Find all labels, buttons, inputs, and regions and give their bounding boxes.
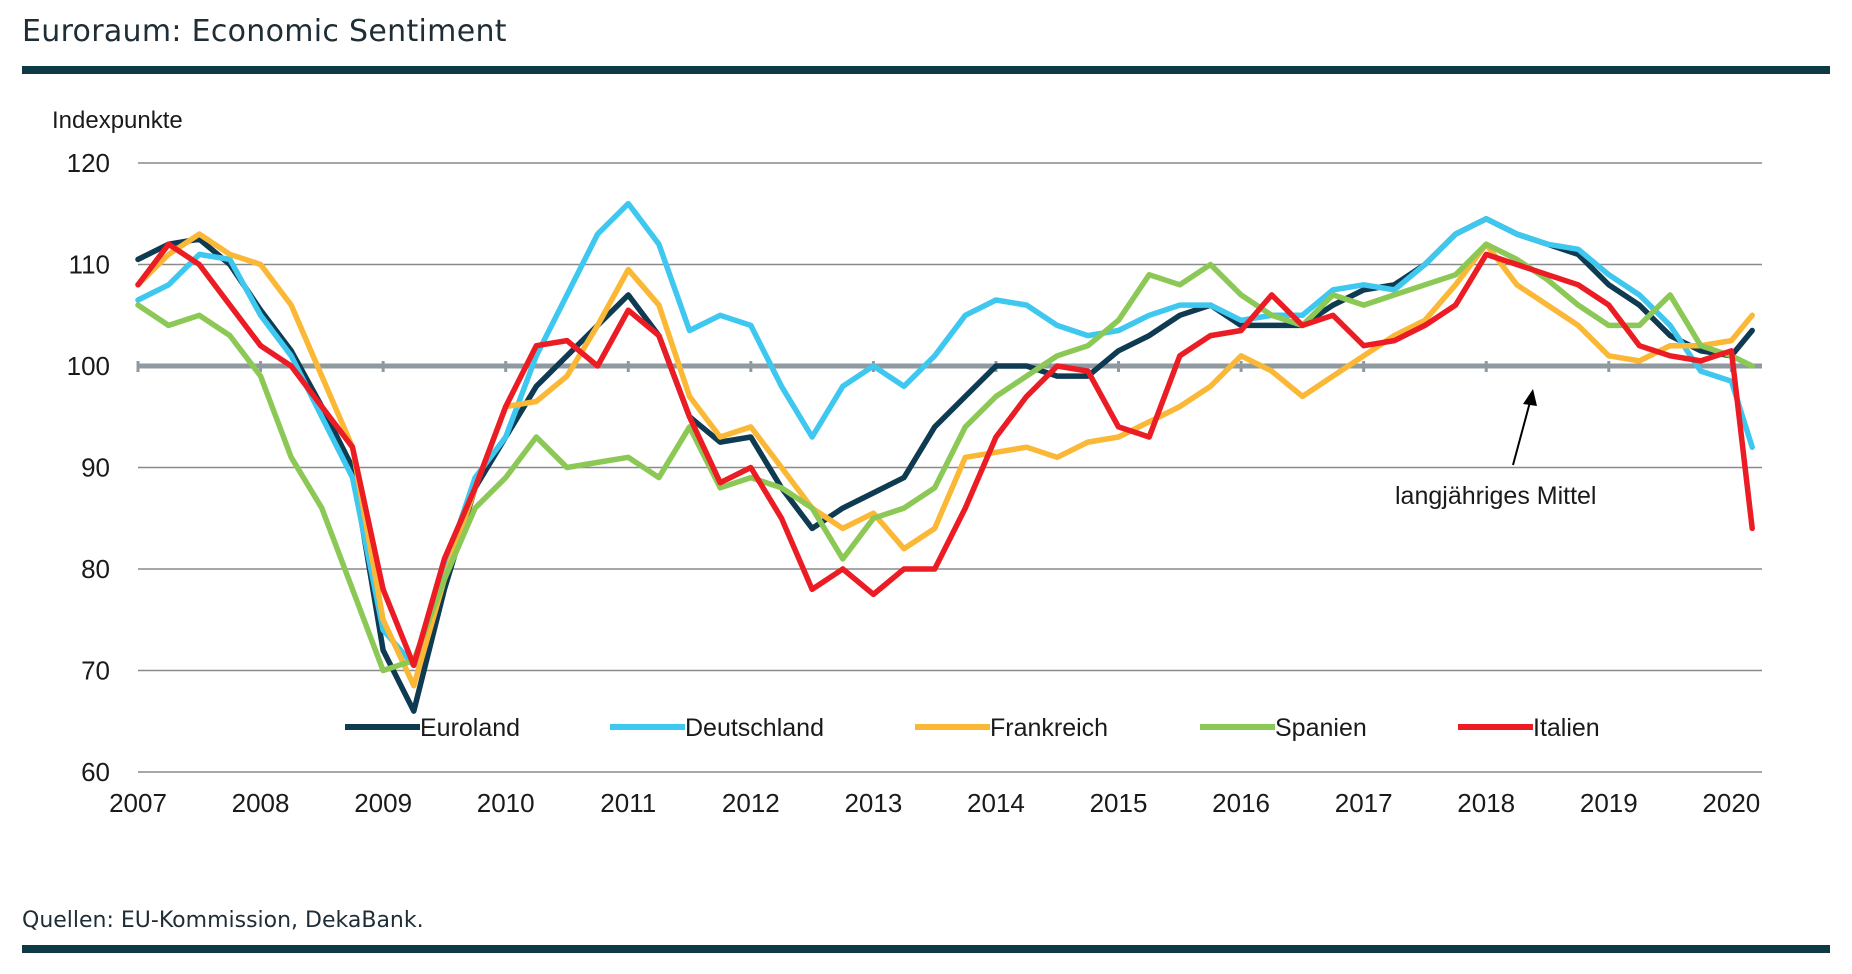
y-tick-label: 70 (81, 656, 110, 686)
legend-label: Frankreich (990, 714, 1108, 742)
x-tick-label: 2012 (722, 788, 780, 818)
y-tick-label: 100 (67, 351, 110, 381)
reference-line (136, 361, 1762, 372)
y-tick-label: 90 (81, 453, 110, 483)
series-line-frankreich (135, 231, 1755, 689)
x-tick-label: 2018 (1457, 788, 1515, 818)
y-axis-label: Indexpunkte (52, 107, 183, 134)
x-tick-label: 2011 (600, 788, 656, 818)
x-tick-label: 2020 (1702, 788, 1760, 818)
x-tick-label: 2009 (354, 788, 412, 818)
series-lines (135, 200, 1755, 714)
x-tick-label: 2008 (232, 788, 290, 818)
x-tick-labels: 2007 2008 2009 2010 2011 2012 2013 2014 2015 2016… (109, 788, 1760, 818)
legend-label: Italien (1533, 714, 1600, 742)
top-divider (22, 66, 1830, 74)
series-line-spanien (135, 241, 1755, 674)
series-line-italien (135, 241, 1755, 669)
x-tick-label: 2019 (1580, 788, 1638, 818)
annotation-arrow (1512, 401, 1531, 466)
page-title: Euroraum: Economic Sentiment (22, 14, 507, 49)
annotation: langjähriges Mittel (1395, 389, 1597, 510)
legend: Euroland Deutschland Frankreich Spanien Ital… (345, 714, 1600, 742)
annotation-label: langjähriges Mittel (1395, 482, 1597, 510)
legend-label: Spanien (1275, 714, 1367, 742)
arrow-head (1523, 389, 1537, 406)
y-tick-labels: 60 70 80 90 100 110 120 (67, 148, 110, 787)
y-tick-label: 110 (69, 250, 110, 280)
x-tick-label: 2014 (967, 788, 1025, 818)
y-tick-label: 60 (81, 757, 110, 787)
x-tick-label: 2010 (477, 788, 535, 818)
x-tick-label: 2013 (844, 788, 902, 818)
legend-label: Deutschland (685, 714, 824, 742)
gridlines (138, 162, 1762, 773)
bottom-divider (22, 945, 1830, 953)
x-tick-label: 2017 (1335, 788, 1393, 818)
y-tick-label: 80 (81, 554, 110, 584)
y-tick-label: 120 (67, 148, 110, 178)
legend-label: Euroland (420, 714, 520, 742)
source-note: Quellen: EU-Kommission, DekaBank. (22, 908, 424, 933)
x-tick-label: 2007 (109, 788, 167, 818)
x-tick-label: 2016 (1212, 788, 1270, 818)
x-tick-label: 2015 (1090, 788, 1148, 818)
